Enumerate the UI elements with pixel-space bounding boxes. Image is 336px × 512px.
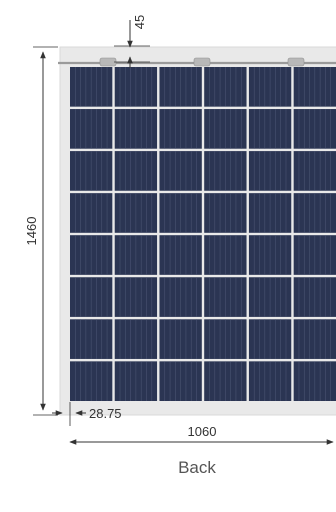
junction-box: [99, 57, 117, 67]
top-dimension-label: 45: [132, 15, 147, 29]
view-label: Back: [178, 458, 216, 477]
height-dimension-label: 1460: [24, 217, 39, 246]
cell-grid: [70, 67, 336, 401]
junction-boxes: [99, 57, 305, 67]
offset-dimension-label: 28.75: [89, 406, 122, 421]
junction-box: [193, 57, 211, 67]
width-dimension-label: 1060: [188, 424, 217, 439]
junction-box: [287, 57, 305, 67]
